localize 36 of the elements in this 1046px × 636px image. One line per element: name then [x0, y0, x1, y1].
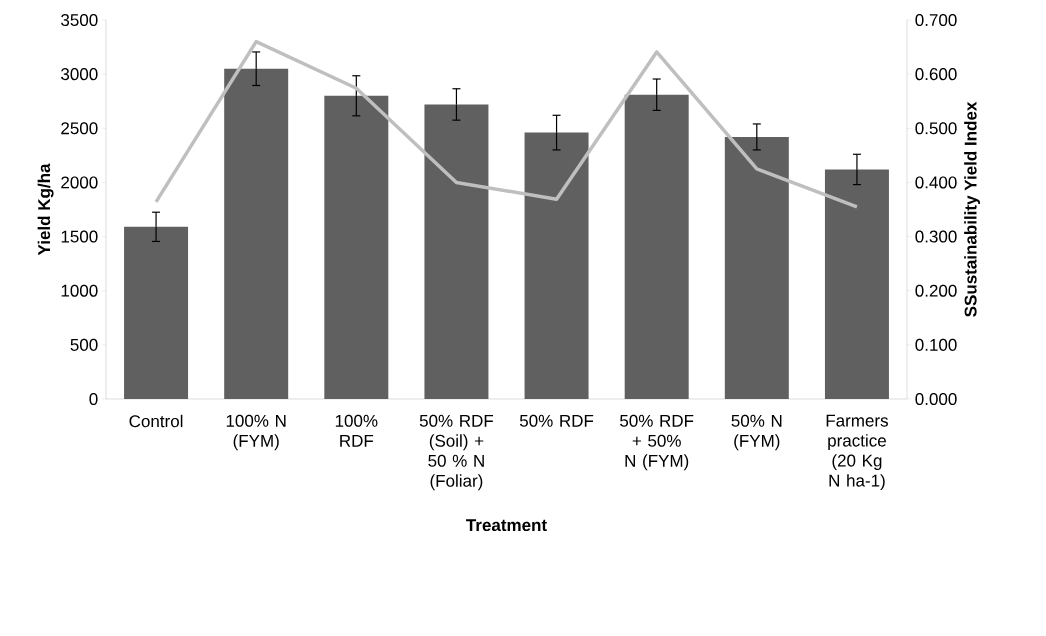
y-tick-label: 2500 [61, 122, 98, 135]
y2-axis-title: SSustainability Yield Index [964, 101, 980, 317]
bar [824, 169, 889, 399]
x-axis-title: Treatment [466, 519, 547, 532]
x-tick-label: 50% RDF [519, 414, 594, 427]
bar [724, 136, 789, 399]
x-tick-label: Farmers practice (20 Kg N ha-1) [826, 414, 888, 490]
x-tick-label: 50% RDF + 50% N (FYM) [620, 414, 694, 471]
y2-tick-label: 0.600 [915, 68, 957, 81]
y-tick-label: 2000 [61, 176, 98, 189]
y-tick-label: 0 [89, 392, 98, 406]
y2-tick-label: 0.200 [915, 284, 957, 297]
bar [124, 226, 189, 399]
x-tick-label: 100% N (FYM) [226, 414, 286, 451]
y-tick-label: 3000 [61, 68, 98, 81]
x-tick-label: 100% RDF [335, 414, 378, 447]
y2-tick-label: 0.100 [915, 338, 957, 351]
y-axis-title: Yield Kg/ha [37, 163, 54, 256]
y-tick-label: 500 [70, 338, 98, 351]
bar [524, 132, 589, 399]
bar [424, 104, 489, 399]
x-tick-label: Control [129, 414, 183, 428]
x-tick-label: 50% RDF (Soil) + 50 % N (Foliar) [419, 414, 494, 491]
y2-tick-label: 0.700 [915, 13, 957, 27]
x-tick-label: 50% N (FYM) [731, 414, 782, 451]
bar [624, 94, 689, 399]
y-tick-label: 1500 [61, 230, 98, 243]
y2-tick-label: 0.300 [915, 230, 957, 243]
bar [324, 95, 389, 399]
bar [224, 68, 289, 399]
y2-tick-label: 0.000 [915, 392, 957, 406]
line-series [154, 39, 859, 209]
y2-tick-label: 0.400 [915, 176, 957, 189]
y-tick-label: 3500 [61, 13, 98, 27]
y-tick-label: 1000 [61, 284, 98, 297]
y2-tick-label: 0.500 [915, 122, 957, 135]
